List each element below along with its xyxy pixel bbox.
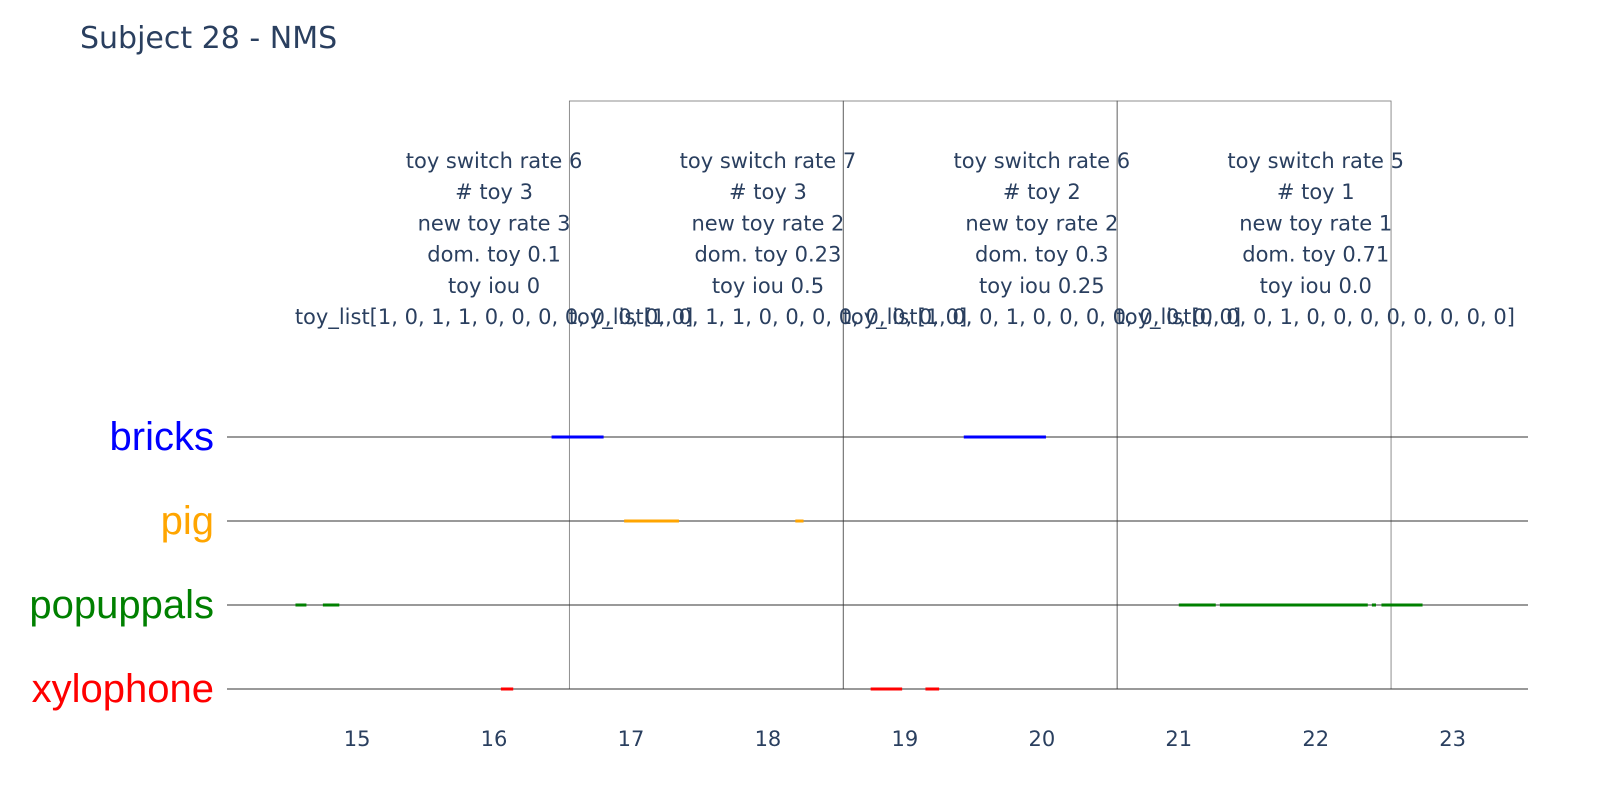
annotation-1-line-4: dom. toy 0.1 bbox=[427, 243, 561, 267]
annotation-4-line-3: new toy rate 1 bbox=[1239, 211, 1392, 235]
annotation-1-line-1: toy switch rate 6 bbox=[406, 149, 583, 173]
x-tick-label: 17 bbox=[618, 727, 645, 751]
x-tick-label: 23 bbox=[1439, 727, 1466, 751]
x-tick-label: 20 bbox=[1028, 727, 1055, 751]
annotation-2-line-6: toy_list[1, 0, 1, 1, 0, 0, 0, 0, 0, 0, 0… bbox=[569, 305, 967, 330]
chart-title: Subject 28 - NMS bbox=[80, 21, 337, 56]
x-tick-label: 19 bbox=[892, 727, 919, 751]
annotation-3-line-2: # toy 2 bbox=[1003, 180, 1081, 204]
annotation-1-line-6: toy_list[1, 0, 1, 1, 0, 0, 0, 0, 0, 0, 0… bbox=[295, 305, 693, 330]
annotation-3-line-1: toy switch rate 6 bbox=[954, 149, 1131, 173]
annotation-3-line-6: toy_list[1, 0, 0, 1, 0, 0, 0, 0, 0, 0, 0… bbox=[843, 305, 1241, 330]
x-tick-label: 16 bbox=[481, 727, 508, 751]
annotation-3-line-4: dom. toy 0.3 bbox=[975, 243, 1109, 267]
category-baselines bbox=[227, 436, 1528, 690]
x-tick-label: 21 bbox=[1165, 727, 1192, 751]
category-label-pig: pig bbox=[161, 499, 214, 543]
annotation-2-line-4: dom. toy 0.23 bbox=[694, 243, 841, 267]
x-tick-label: 18 bbox=[755, 727, 782, 751]
annotation-4-line-5: toy iou 0.0 bbox=[1260, 274, 1372, 298]
x-tick-label: 22 bbox=[1302, 727, 1329, 751]
annotation-3-line-5: toy iou 0.25 bbox=[979, 274, 1105, 298]
annotation-1-line-5: toy iou 0 bbox=[448, 274, 540, 298]
category-labels: bricks pig popuppals xylophone bbox=[29, 415, 214, 711]
annotation-4-line-2: # toy 1 bbox=[1277, 180, 1355, 204]
annotation-2-line-3: new toy rate 2 bbox=[691, 211, 844, 235]
window-annotations: toy switch rate 6 # toy 3 new toy rate 3 do… bbox=[295, 149, 1515, 330]
annotation-1-line-3: new toy rate 3 bbox=[418, 211, 571, 235]
toy-segments bbox=[295, 435, 1423, 691]
x-axis-ticks: 15 16 17 18 19 20 21 22 23 bbox=[344, 727, 1466, 751]
x-tick-label: 15 bbox=[344, 727, 371, 751]
annotation-1-line-2: # toy 3 bbox=[455, 180, 533, 204]
category-label-bricks: bricks bbox=[110, 415, 214, 459]
window-boxes bbox=[568, 100, 1392, 690]
category-label-popuppals: popuppals bbox=[29, 583, 214, 627]
annotation-2-line-1: toy switch rate 7 bbox=[680, 149, 857, 173]
annotation-2-line-5: toy iou 0.5 bbox=[712, 274, 824, 298]
annotation-3-line-3: new toy rate 2 bbox=[965, 211, 1118, 235]
annotation-2-line-2: # toy 3 bbox=[729, 180, 807, 204]
category-label-xylophone: xylophone bbox=[32, 667, 214, 711]
annotation-4-line-4: dom. toy 0.71 bbox=[1242, 243, 1389, 267]
annotation-4-line-6: toy_list[0, 0, 0, 1, 0, 0, 0, 0, 0, 0, 0… bbox=[1117, 305, 1515, 330]
annotation-4-line-1: toy switch rate 5 bbox=[1227, 149, 1404, 173]
